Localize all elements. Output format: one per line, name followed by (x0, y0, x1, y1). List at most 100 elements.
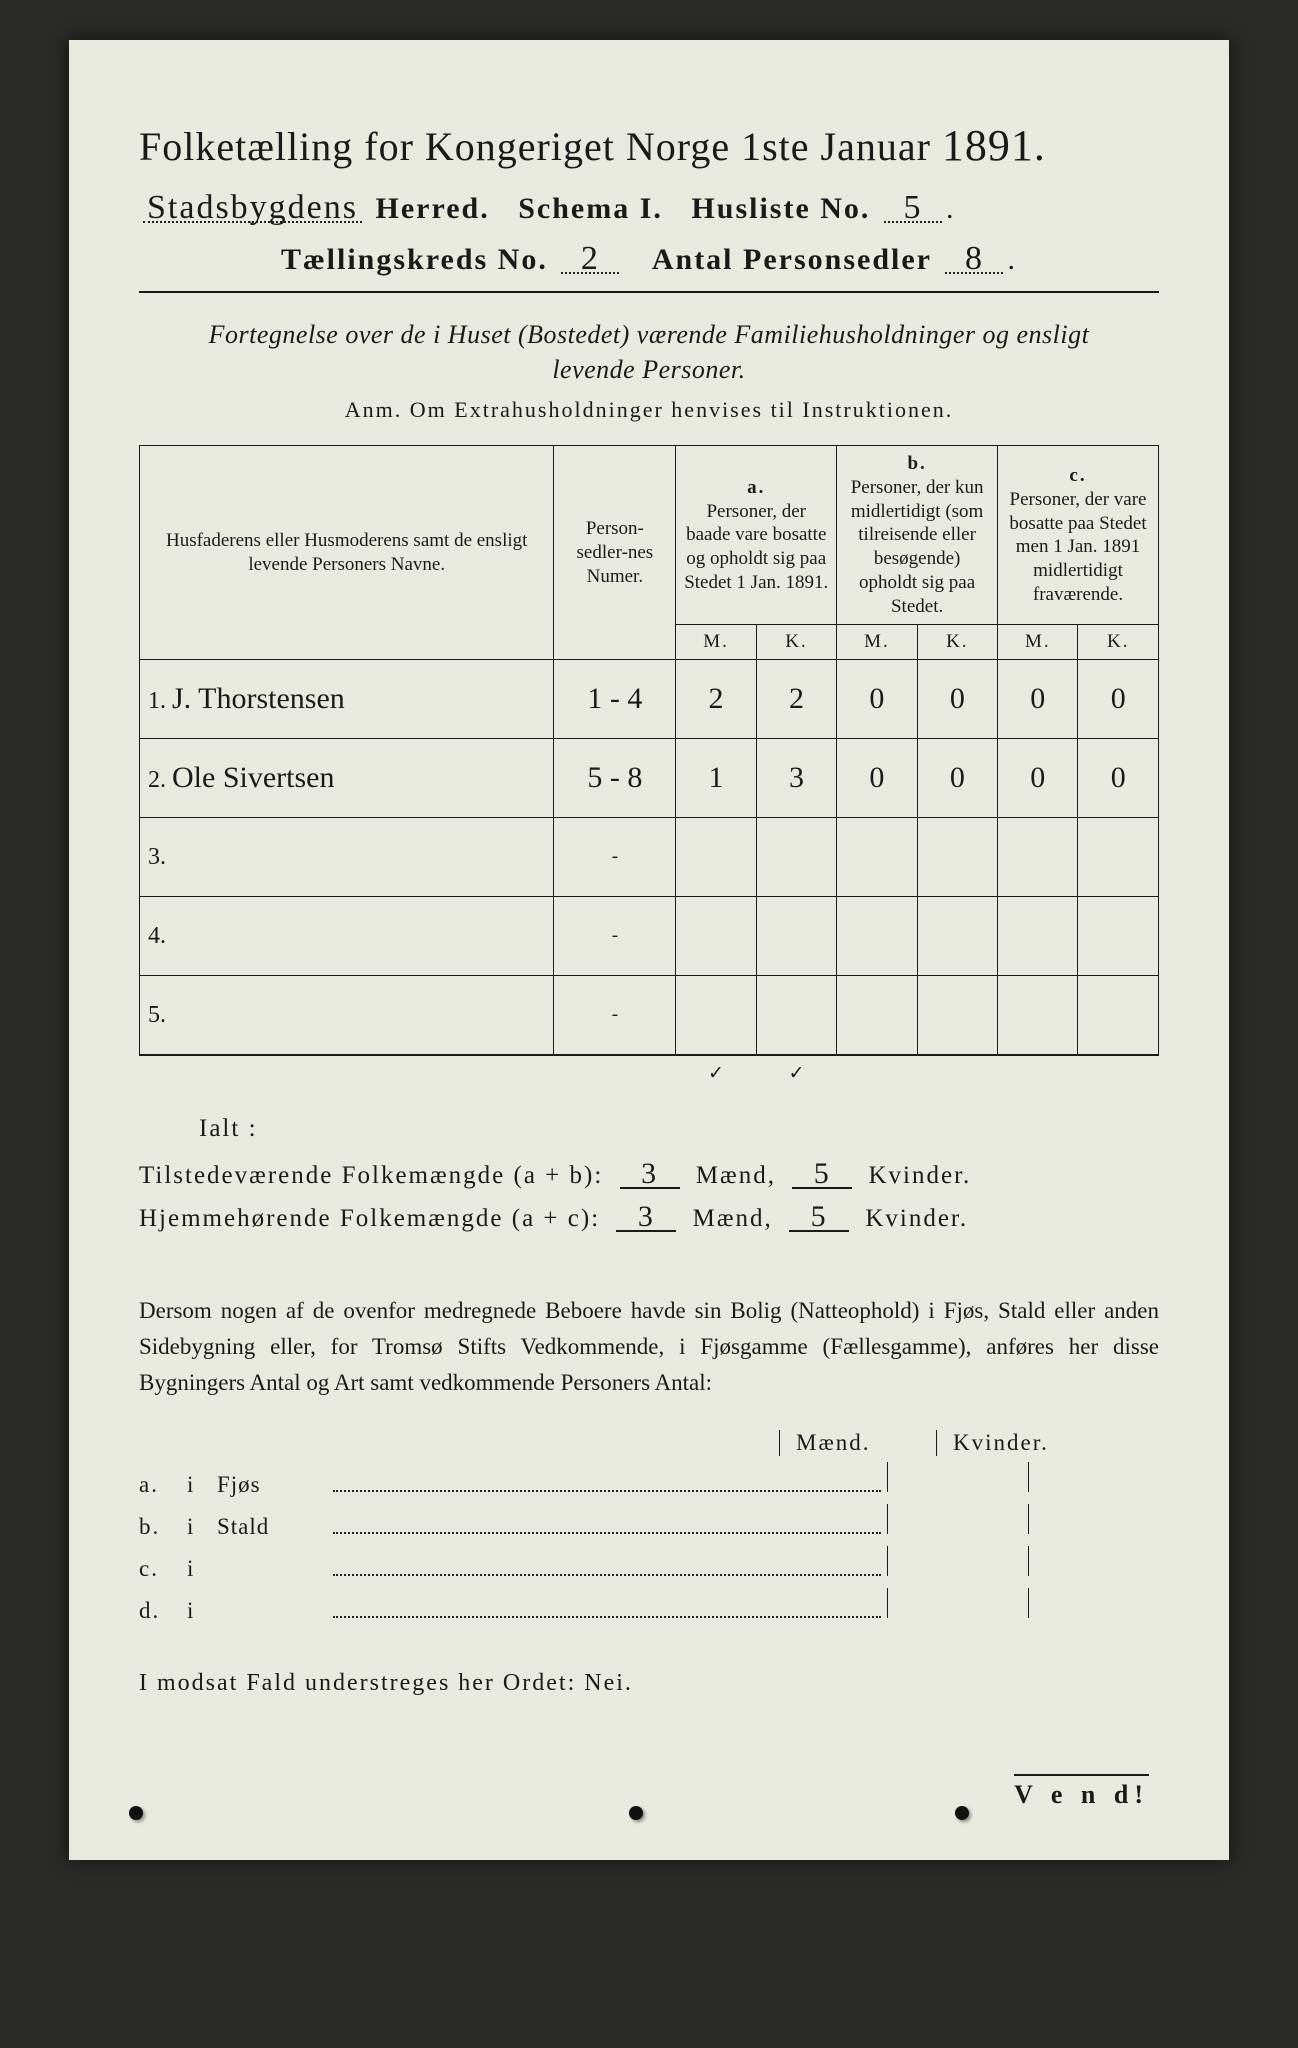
row-cK: 0 (1078, 660, 1159, 739)
row-aK (756, 818, 836, 897)
row-aK: 3 (756, 739, 836, 818)
sub-lead: a. (139, 1472, 187, 1498)
dotted-line (333, 1518, 881, 1534)
table-row: 5. - (140, 976, 1159, 1056)
sub-row: a. i Fjøs (139, 1462, 1159, 1498)
sub-col-m (887, 1588, 1018, 1618)
row-bK (917, 818, 997, 897)
row-cM: 0 (998, 660, 1078, 739)
check-aM: ✓ (676, 1055, 756, 1091)
intro-anm: Anm. Om Extrahusholdninger henvises til … (139, 397, 1159, 423)
ialt-kvinder: Kvinder. (868, 1162, 971, 1189)
sub-lead: d. (139, 1598, 187, 1624)
table-row: 1. J. Thorstensen 1 - 4 2 2 0 0 0 0 (140, 660, 1159, 739)
title-main: Folketælling for Kongeriget Norge 1ste J… (139, 124, 931, 169)
title-year: 1891. (942, 121, 1046, 170)
ialt-l2-label: Hjemmehørende Folkemængde (a + c): (139, 1205, 600, 1233)
ialt-maend: Mænd, (696, 1162, 776, 1189)
ialt-label: Ialt : (199, 1115, 1159, 1143)
row-aK: 2 (756, 660, 836, 739)
divider (139, 291, 1159, 293)
th-a-k: K. (756, 625, 836, 660)
sub-head: Mænd. Kvinder. (779, 1430, 1159, 1456)
row-aM (676, 818, 756, 897)
page-title: Folketælling for Kongeriget Norge 1ste J… (139, 120, 1159, 171)
row-name-hand: Ole Sivertsen (172, 761, 334, 795)
row-bM: 0 (837, 739, 917, 818)
sub-col-k (1028, 1462, 1159, 1492)
sub-col-m (887, 1462, 1018, 1492)
kreds-no: 2 (565, 240, 615, 278)
th-a-label: a. (747, 477, 765, 498)
row-cK (1078, 976, 1159, 1056)
row-name-hand: J. Thorstensen (172, 682, 345, 716)
sub-col-m (887, 1546, 1018, 1576)
header-line-3: Tællingskreds No. 2 Antal Personsedler 8… (139, 240, 1159, 277)
ialt-l1-m: 3 (625, 1157, 675, 1191)
sub-row: c. i (139, 1546, 1159, 1582)
row-cK (1078, 818, 1159, 897)
vend-label: V e n d! (1014, 1774, 1149, 1810)
th-b-text: Personer, der kun midlertidigt (som tilr… (851, 477, 984, 617)
dersom-text: Dersom nogen af de ovenfor medregnede Be… (139, 1293, 1159, 1400)
th-b-label: b. (907, 453, 926, 474)
sub-col-k (1028, 1588, 1159, 1618)
ialt-l1-k: 5 (797, 1157, 847, 1191)
th-c-k: K. (1078, 625, 1159, 660)
check-aK: ✓ (756, 1055, 836, 1091)
row-bM (837, 976, 917, 1056)
sub-kvinder: Kvinder. (936, 1430, 1083, 1456)
schema-label: Schema I. (518, 192, 663, 225)
th-b-m: M. (837, 625, 917, 660)
row-aM (676, 897, 756, 976)
row-name: 4. (140, 897, 554, 976)
ialt-line1: Tilstedeværende Folkemængde (a + b): 3 M… (139, 1157, 1159, 1190)
row-personseddel: 1 - 4 (554, 660, 676, 739)
ialt-l2-m: 3 (621, 1200, 671, 1234)
ialt-maend: Mænd, (693, 1205, 773, 1232)
intro-line1: Fortegnelse over de i Huset (Bostedet) v… (209, 317, 1090, 352)
table-row: 2. Ole Sivertsen 5 - 8 1 3 0 0 0 0 (140, 739, 1159, 818)
sub-lead: b. (139, 1514, 187, 1540)
sub-i: i (187, 1472, 217, 1498)
th-names-text: Husfaderens eller Husmoderens samt de en… (166, 530, 527, 575)
table-row: 3. - (140, 818, 1159, 897)
header-line-2: Stadsbygdens Herred. Schema I. Husliste … (139, 189, 1159, 226)
sub-col-k (1028, 1504, 1159, 1534)
census-tbody: 1. J. Thorstensen 1 - 4 2 2 0 0 0 0 2. O… (140, 660, 1159, 1092)
census-table: Husfaderens eller Husmoderens samt de en… (139, 445, 1159, 1091)
th-b-k: K. (917, 625, 997, 660)
row-cK (1078, 897, 1159, 976)
intro-block: Fortegnelse over de i Huset (Bostedet) v… (139, 317, 1159, 387)
ialt-kvinder: Kvinder. (865, 1205, 968, 1232)
kreds-label: Tællingskreds No. (281, 243, 548, 276)
th-a-text: Personer, der baade vare bosatte og opho… (684, 501, 828, 593)
th-c-m: M. (998, 625, 1078, 660)
row-cM (998, 976, 1078, 1056)
row-name: 2. Ole Sivertsen (140, 739, 554, 818)
row-personseddel: - (554, 818, 676, 897)
row-bM (837, 897, 917, 976)
sub-i: i (187, 1514, 217, 1540)
check-row: ✓ ✓ (140, 1055, 1159, 1091)
dotted-line (333, 1602, 881, 1618)
row-cM (998, 897, 1078, 976)
row-bM: 0 (837, 660, 917, 739)
sub-i: i (187, 1598, 217, 1624)
sub-col-m (887, 1504, 1018, 1534)
antal-label: Antal Personsedler (652, 243, 932, 276)
row-personseddel: - (554, 897, 676, 976)
th-c-text: Personer, der vare bosatte paa Stedet me… (1009, 489, 1146, 605)
row-aK (756, 976, 836, 1056)
th-a-m: M. (676, 625, 756, 660)
pin-icon (629, 1806, 643, 1820)
row-num-label: 1. (148, 688, 166, 714)
herred-label: Herred. (376, 192, 490, 225)
sub-word: Fjøs (217, 1472, 327, 1498)
row-cM: 0 (998, 739, 1078, 818)
row-aM: 2 (676, 660, 756, 739)
sub-lead: c. (139, 1556, 187, 1582)
sub-table: Mænd. Kvinder. a. i Fjøs b. i Stald c. i… (139, 1430, 1159, 1624)
dotted-line (333, 1476, 881, 1492)
table-row: 4. - (140, 897, 1159, 976)
